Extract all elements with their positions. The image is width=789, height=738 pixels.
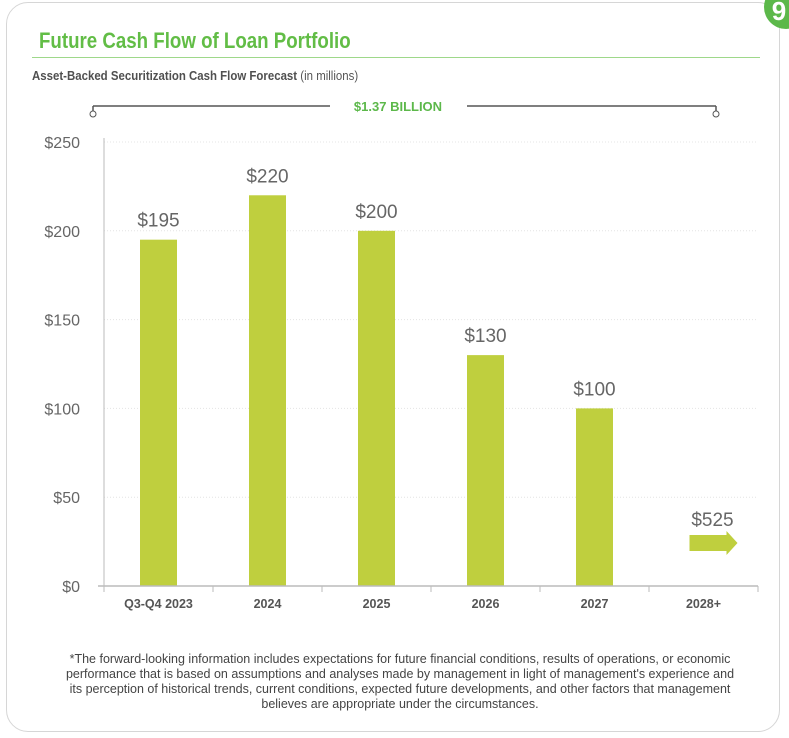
x-tick-label: 2025 [363,597,391,611]
bar [576,408,613,586]
subtitle-units: (in millions) [300,68,359,83]
x-tick-label: 2027 [581,597,609,611]
x-tick-label: Q3-Q4 2023 [124,597,193,611]
bar [140,239,177,586]
y-tick-label: $250 [44,135,80,152]
title-divider [32,57,760,58]
data-label: $525 [691,510,733,531]
total-label: $1.37 BILLION [354,99,442,114]
y-tick-label: $0 [62,579,80,596]
bar [358,230,395,587]
x-tick-label: 2028+ [686,597,721,611]
bar [467,355,504,586]
bar [249,195,286,586]
data-label: $195 [137,211,179,232]
x-tick-label: 2026 [472,597,500,611]
y-tick-label: $50 [53,490,80,507]
data-label: $100 [573,379,615,400]
y-tick-label: $150 [44,313,80,330]
total-bracket: $1.37 BILLION [89,99,720,118]
data-label: $220 [246,166,288,187]
subtitle-bold: Asset-Backed Securitization Cash Flow Fo… [32,68,298,83]
x-tick-label: 2024 [254,597,282,611]
data-label: $130 [464,326,506,347]
chart-title: Future Cash Flow of Loan Portfolio [39,28,351,53]
footnote: *The forward-looking information include… [65,652,735,711]
data-label: $200 [355,202,397,223]
y-tick-label: $100 [44,401,80,418]
y-tick-label: $200 [44,224,80,241]
chart-subtitle: Asset-Backed Securitization Cash Flow Fo… [32,68,358,83]
bar-arrow [689,531,738,555]
